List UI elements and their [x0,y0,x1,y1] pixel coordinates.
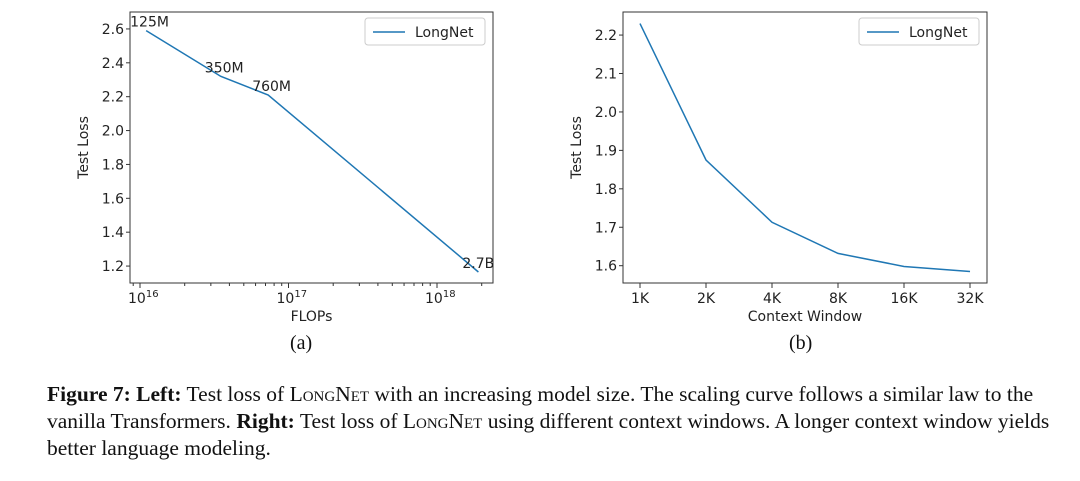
caption-text: Test loss of [299,409,398,433]
x-axis-label: Context Window [748,309,863,325]
point-label: 760M [252,79,291,95]
y-tick-label: 1.7 [595,220,617,236]
x-axis-label: FLOPs [291,309,333,325]
y-axis-label: Test Loss [76,116,92,180]
caption-text: using different context windows. A longe… [47,409,1050,460]
caption-longnet: LongNet [402,409,483,433]
y-tick-label: 1.6 [102,191,124,207]
y-tick-label: 1.9 [595,143,617,159]
y-axis-label: Test Loss [569,116,585,180]
x-tick-label: 1018 [425,289,456,307]
x-tick-label: 1016 [128,289,159,307]
plot-frame [129,11,494,284]
y-tick-label: 2.0 [102,124,124,140]
point-label: 350M [205,60,244,76]
subcaption-a: (a) [290,332,313,354]
chart-left-flops: 1.2 1.4 1.6 1.8 2.0 2.2 2.4 2.6 1016 1017 1018 125M… [76,11,988,325]
point-label: 2.7B [462,256,494,272]
x-tick-label: 1K [631,291,650,307]
caption-text: with an increasing model size. The scali… [47,382,1034,433]
legend-box [858,17,980,46]
x-tick-label: 4K [763,291,782,307]
y-tick-label: 1.2 [102,259,124,275]
x-tick-label: 2K [697,291,716,307]
y-tick-label: 2.2 [102,90,124,106]
y-tick-label: 1.8 [102,157,124,173]
x-tick-label: 1017 [277,289,308,307]
caption-longnet: LongNet [289,382,370,406]
y-tick-label: 2.0 [595,105,617,121]
y-tick-label: 2.6 [102,22,124,38]
series-line-longnet [145,29,479,273]
point-label: 125M [130,15,169,31]
y-tick-label: 2.4 [102,56,124,72]
y-tick-label: 1.6 [595,259,617,275]
caption-text: Test loss of [186,382,285,406]
y-tick-label: 2.1 [595,67,617,83]
plot-frame [622,11,988,284]
caption-right-label: Right: [236,409,295,433]
x-tick-label: 16K [891,291,919,307]
y-tick-label: 1.8 [595,182,617,198]
x-tick-label: 32K [957,291,985,307]
legend-label: LongNet [909,25,968,41]
y-tick-label: 2.2 [595,28,617,44]
subcaption-b: (b) [789,332,813,354]
x-tick-label: 8K [829,291,848,307]
legend-box [364,17,486,46]
caption-left-label: Left: [136,382,182,406]
series-line-longnet [639,23,971,273]
y-tick-label: 1.4 [102,225,124,241]
figure-caption: Figure 7: Left: Test loss of LongNet wit… [47,381,1067,462]
caption-figure-label: Figure 7: [47,382,131,406]
legend-label: LongNet [415,25,474,41]
